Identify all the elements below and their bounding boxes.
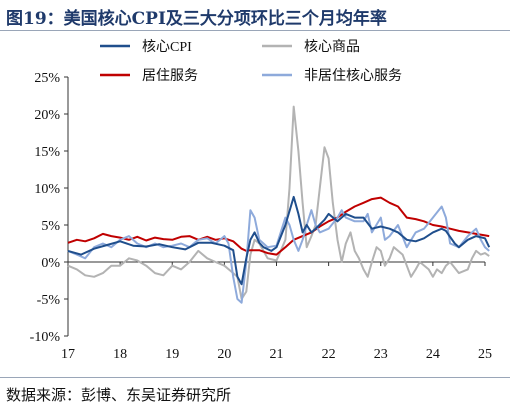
x-tick-label: 22 [322,347,336,362]
y-tick-label: 10% [34,182,60,197]
series-line-2 [67,196,490,256]
y-tick-label: -5% [37,293,61,308]
y-tick-label: 20% [34,108,60,123]
x-tick-label: 17 [61,347,75,362]
legend-label: 居住服务 [142,68,198,84]
series-lines [67,105,491,304]
y-tick-label: 5% [41,219,60,234]
legend-label: 核心CPI [142,39,192,55]
y-tick-label: 0% [41,256,60,271]
x-tick-label: 21 [270,347,284,362]
x-tick-label: 19 [165,347,179,362]
x-tick-label: 25 [478,347,492,362]
series-line-0 [67,195,491,286]
series-line-3 [67,205,490,304]
y-tick-label: -10% [30,330,61,345]
x-tick-label: 18 [113,347,127,362]
chart-axes: -10% -5% 0% 5% 10% 15% 20% 25% 17 18 19 20 21 22 23 24 2… [30,71,492,362]
x-tick-label: 20 [217,347,231,362]
chart-title: 图19：美国核心CPI及三大分项环比三个月均年率 [6,9,387,29]
y-tick-label: 25% [34,71,60,86]
source-divider [0,377,510,378]
source-note: 数据来源：彭博、东吴证券研究所 [6,386,232,404]
title-divider [0,30,510,31]
series-line-1 [67,105,490,300]
x-tick-label: 24 [426,347,440,362]
y-tick-label: 15% [34,145,60,160]
legend-label: 非居住核心服务 [304,68,402,84]
legend-label: 核心商品 [304,39,360,55]
line-chart: -10% -5% 0% 5% 10% 15% 20% 25% 17 18 19 20 21 22 23 24 2… [30,39,492,362]
x-tick-label: 23 [374,347,388,362]
